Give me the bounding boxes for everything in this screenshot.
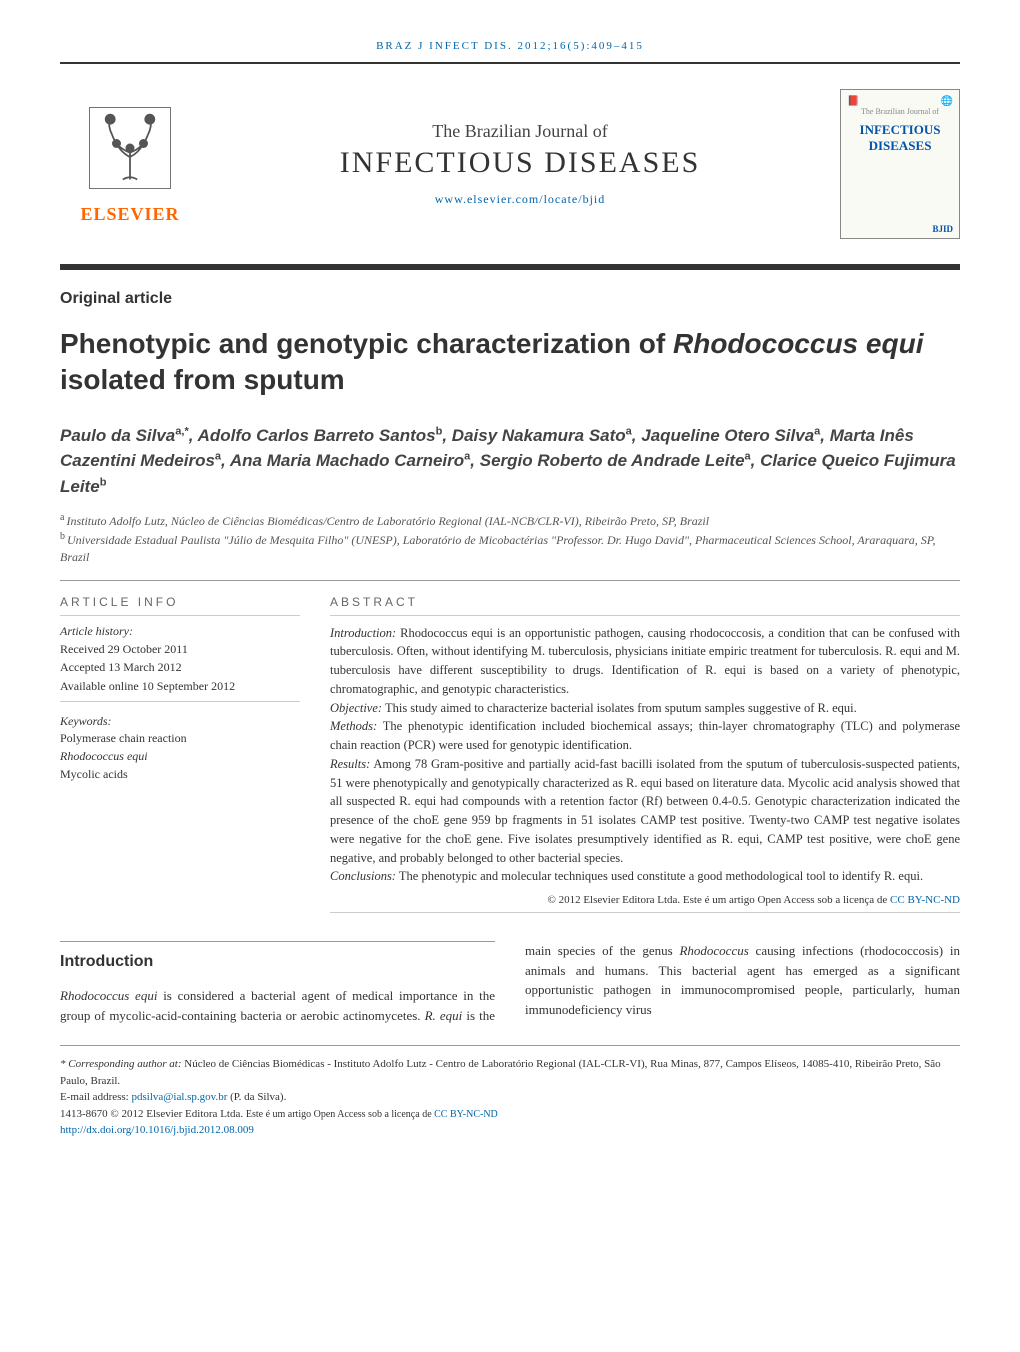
article-type: Original article (60, 290, 960, 308)
info-subdivider-2 (60, 701, 300, 702)
conclusions-text: The phenotypic and molecular techniques … (396, 869, 923, 883)
author: Ana Maria Machado Carneiroa (230, 451, 470, 470)
doi-line: http://dx.doi.org/10.1016/j.bjid.2012.08… (60, 1122, 960, 1139)
elsevier-tree-icon (85, 103, 175, 193)
cover-footer: BJID (932, 224, 953, 234)
journal-header: ELSEVIER The Brazilian Journal of INFECT… (60, 74, 960, 254)
journal-cover-thumbnail: 📕 🌐 The Brazilian Journal of INFECTIOUS … (840, 89, 960, 239)
publisher-name: ELSEVIER (60, 204, 200, 225)
objective-text: This study aimed to characterize bacteri… (382, 701, 857, 715)
journal-link[interactable]: www.elsevier.com/locate/bjid (200, 192, 840, 207)
abstract-subdivider (330, 615, 960, 616)
license-link[interactable]: CC BY-NC-ND (890, 894, 960, 906)
thick-divider (60, 264, 960, 270)
intro-divider (60, 941, 495, 942)
abstract-copyright: © 2012 Elsevier Editora Ltda. Este é um … (330, 894, 960, 906)
received-date: Received 29 October 2011 (60, 641, 300, 658)
email-link[interactable]: pdsilva@ial.sp.gov.br (131, 1091, 227, 1103)
species-name: Rhodococcus equi (60, 988, 157, 1003)
affiliations: aInstituto Adolfo Lutz, Núcleo de Ciênci… (60, 511, 960, 565)
online-date: Available online 10 September 2012 (60, 678, 300, 695)
journal-title: INFECTIOUS DISEASES (200, 146, 840, 180)
author: Sergio Roberto de Andrade Leitea (480, 451, 751, 470)
info-abstract-row: ARTICLE INFO Article history: Received 2… (60, 595, 960, 922)
citation-year-vol: 2012;16(5):409–415 (517, 40, 643, 52)
publisher-logo: ELSEVIER (60, 103, 200, 225)
author: Adolfo Carlos Barreto Santosb (198, 426, 443, 445)
title-species: Rhodococcus equi (673, 328, 923, 359)
author-list: Paulo da Silvaa,*, Adolfo Carlos Barreto… (60, 423, 960, 500)
journal-url[interactable]: www.elsevier.com/locate/bjid (435, 192, 606, 206)
keyword: Mycolic acids (60, 765, 300, 783)
section-divider (60, 580, 960, 581)
body-two-column: Introduction Rhodococcus equi is conside… (60, 941, 960, 1025)
introduction-heading: Introduction (60, 950, 495, 974)
email-line: E-mail address: pdsilva@ial.sp.gov.br (P… (60, 1089, 960, 1106)
results-text: Among 78 Gram-positive and partially aci… (330, 757, 960, 865)
journal-subtitle: The Brazilian Journal of (200, 121, 840, 142)
license-link-footer[interactable]: CC BY-NC-ND (434, 1109, 498, 1120)
abstract-end-divider (330, 912, 960, 913)
info-subdivider (60, 615, 300, 616)
globe-icon: 🌐 (941, 96, 953, 107)
author: Jaqueline Otero Silvaa (641, 426, 820, 445)
article-title: Phenotypic and genotypic characterizatio… (60, 326, 960, 399)
history-label: Article history: (60, 624, 300, 639)
header-divider (60, 62, 960, 64)
abstract-block: ABSTRACT Introduction: Rhodococcus equi … (330, 595, 960, 922)
cover-subtitle: The Brazilian Journal of (861, 107, 939, 116)
doi-link[interactable]: http://dx.doi.org/10.1016/j.bjid.2012.08… (60, 1124, 254, 1136)
header-citation: BRAZ J INFECT DIS. 2012;16(5):409–415 (60, 40, 960, 52)
results-label: Results: (330, 757, 370, 771)
author: Daisy Nakamura Satoa (452, 426, 632, 445)
intro-label: Introduction: (330, 626, 396, 640)
keywords-label: Keywords: (60, 714, 300, 729)
accepted-date: Accepted 13 March 2012 (60, 659, 300, 676)
cover-title: INFECTIOUS DISEASES (847, 122, 953, 154)
methods-label: Methods: (330, 719, 377, 733)
keyword: Polymerase chain reaction (60, 729, 300, 747)
author: Paulo da Silvaa,* (60, 426, 189, 445)
intro-text: Rhodococcus equi is an opportunistic pat… (330, 626, 960, 696)
book-icon: 📕 (847, 96, 859, 107)
abstract-heading: ABSTRACT (330, 595, 960, 609)
keyword: Rhodococcus equi (60, 747, 300, 765)
title-suffix: isolated from sputum (60, 364, 345, 395)
journal-abbrev: BRAZ J INFECT DIS. (376, 40, 513, 52)
page-footer: * Corresponding author at: Núcleo de Ciê… (60, 1045, 960, 1139)
objective-label: Objective: (330, 701, 382, 715)
journal-title-block: The Brazilian Journal of INFECTIOUS DISE… (200, 121, 840, 207)
title-prefix: Phenotypic and genotypic characterizatio… (60, 328, 673, 359)
article-info-heading: ARTICLE INFO (60, 595, 300, 609)
issn-copyright-line: 1413-8670 © 2012 Elsevier Editora Ltda. … (60, 1106, 960, 1123)
abstract-body: Introduction: Rhodococcus equi is an opp… (330, 624, 960, 887)
cover-top-icons: 📕 🌐 (847, 96, 953, 107)
affiliation-b: bUniversidade Estadual Paulista "Júlio d… (60, 530, 960, 566)
corresponding-author: * Corresponding author at: Núcleo de Ciê… (60, 1056, 960, 1089)
conclusions-label: Conclusions: (330, 869, 396, 883)
affiliation-a: aInstituto Adolfo Lutz, Núcleo de Ciênci… (60, 511, 960, 530)
article-info-sidebar: ARTICLE INFO Article history: Received 2… (60, 595, 300, 922)
methods-text: The phenotypic identification included b… (330, 719, 960, 752)
